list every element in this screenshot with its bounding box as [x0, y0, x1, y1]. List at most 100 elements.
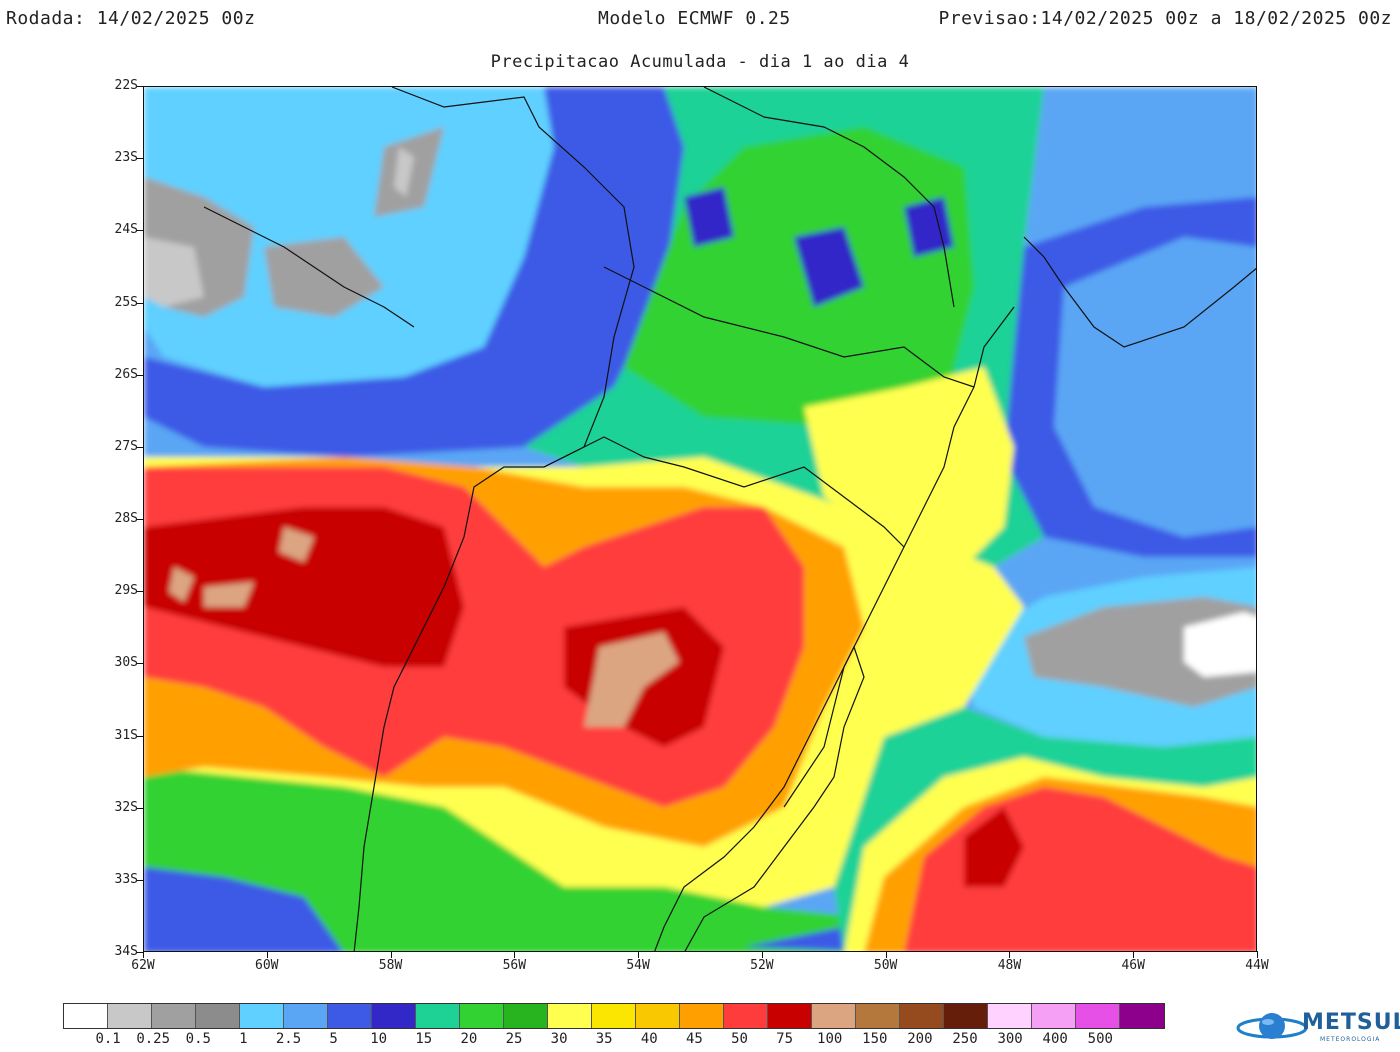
colorbar-swatch: [284, 1004, 328, 1028]
zone-darkred-west: [144, 507, 464, 667]
colorbar-swatch: [812, 1004, 856, 1028]
lon-tick: [266, 951, 268, 958]
lat-tick: [137, 735, 144, 737]
lat-label: 26S: [114, 366, 138, 382]
political-borders: [203, 87, 1256, 951]
colorbar-swatch: [856, 1004, 900, 1028]
lat-tick: [137, 158, 144, 160]
colorbar-swatch: [1032, 1004, 1076, 1028]
lat-label: 32S: [114, 799, 138, 815]
colorbar-label: 150: [862, 1031, 888, 1047]
lat-tick: [137, 952, 144, 953]
colorbar-swatch: [1076, 1004, 1120, 1028]
run-label: Rodada:: [6, 8, 86, 29]
colorbar-label: 200: [907, 1031, 933, 1047]
lon-tick: [390, 951, 392, 958]
lat-tick: [137, 302, 144, 304]
lat-label: 31S: [114, 727, 138, 743]
colorbar-swatch: [504, 1004, 548, 1028]
colorbar-label: 25: [505, 1031, 523, 1047]
lat-tick: [137, 807, 144, 809]
colorbar-label: 75: [776, 1031, 794, 1047]
zone-blue-southwest: [144, 867, 900, 951]
lon-label: 50W: [873, 958, 898, 973]
zone-green-southwest: [144, 767, 1000, 951]
colorbar-label: 50: [731, 1031, 748, 1047]
lon-label: 46W: [1121, 958, 1145, 973]
lat-label: 25S: [114, 294, 138, 310]
colorbar-swatch: [592, 1004, 636, 1028]
colorbar-label: 1: [239, 1031, 248, 1047]
lat-tick: [137, 663, 144, 665]
lat-tick: [137, 86, 144, 87]
colorbar-label: 45: [685, 1031, 703, 1047]
lat-label: 27S: [114, 438, 138, 454]
lon-tick: [638, 951, 640, 958]
model-title: Modelo ECMWF 0.25: [598, 8, 791, 29]
colorbar-swatch: [328, 1004, 372, 1028]
colorbar-label: 0.1: [95, 1031, 121, 1047]
colorbar-label: 100: [817, 1031, 843, 1047]
zone-cyan-east: [1054, 237, 1256, 537]
colorbar-label: 500: [1087, 1031, 1113, 1047]
lat-label: 33S: [114, 871, 138, 887]
lat-label: 34S: [114, 944, 138, 959]
lon-tick: [885, 951, 887, 958]
zone-gray-northwest: [144, 127, 444, 317]
colorbar-label: 30: [550, 1031, 568, 1047]
lat-label: 22S: [114, 78, 138, 93]
lat-tick: [137, 374, 144, 376]
colorbar-swatch: [680, 1004, 724, 1028]
lon-tick: [1009, 951, 1011, 958]
lat-tick: [137, 230, 144, 232]
colorbar-swatch: [1120, 1004, 1164, 1028]
forecast-info: Previsao:14/02/2025 00z a 18/02/2025 00z: [939, 8, 1393, 29]
colorbar-swatch: [768, 1004, 812, 1028]
lon-label: 54W: [626, 958, 650, 973]
colorbar-swatch: [372, 1004, 416, 1028]
colorbar-swatch: [196, 1004, 240, 1028]
colorbar-swatch: [152, 1004, 196, 1028]
colorbar-label: 400: [1042, 1031, 1068, 1047]
colorbar-swatch: [108, 1004, 152, 1028]
colorbar-swatch: [460, 1004, 504, 1028]
lon-label: 52W: [750, 958, 774, 973]
lon-label: 44W: [1245, 958, 1269, 973]
lat-tick: [137, 879, 144, 881]
lat-label: 23S: [114, 150, 138, 166]
zone-blue-band: [144, 87, 684, 457]
colorbar-label: 300: [997, 1031, 1023, 1047]
colorbar-swatch: [988, 1004, 1032, 1028]
colorbar-swatch: [944, 1004, 988, 1028]
lon-label: 62W: [131, 958, 155, 973]
lat-tick: [137, 446, 144, 448]
metsul-logo: [1236, 1013, 1308, 1039]
zone-tan-west: [169, 527, 314, 607]
map-subtitle: Precipitacao Acumulada - dia 1 ao dia 4: [490, 52, 910, 72]
colorbar-label: 5: [329, 1031, 338, 1047]
lon-tick: [143, 951, 144, 958]
lon-tick: [1133, 951, 1135, 958]
logo-name: METSUL: [1302, 1010, 1400, 1035]
lat-tick: [137, 591, 144, 593]
lat-label: 24S: [114, 222, 138, 238]
run-value: 14/02/2025 00z: [96, 8, 256, 29]
colorbar-label: 35: [595, 1031, 613, 1047]
lon-label: 60W: [255, 958, 279, 973]
lat-label: 28S: [114, 511, 138, 526]
colorbar-label: 250: [952, 1031, 978, 1047]
colorbar-swatch: [724, 1004, 768, 1028]
run-info: Rodada: 14/02/2025 00z: [6, 8, 255, 29]
zone-dry-northwest: [144, 87, 554, 387]
precipitation-map: [143, 86, 1257, 952]
zone-blue-patches: [684, 187, 954, 307]
colorbar-label: 0.25: [136, 1031, 171, 1047]
lat-label: 30S: [114, 655, 138, 671]
colorbar-label: 0.5: [185, 1031, 211, 1047]
precipitation-colorbar: [63, 1003, 1165, 1029]
lon-label: 48W: [997, 958, 1022, 973]
colorbar-swatch: [636, 1004, 680, 1028]
forecast-label: Previsao:: [938, 8, 1041, 29]
colorbar-label: 2.5: [275, 1031, 302, 1047]
colorbar-label: 40: [640, 1031, 658, 1047]
